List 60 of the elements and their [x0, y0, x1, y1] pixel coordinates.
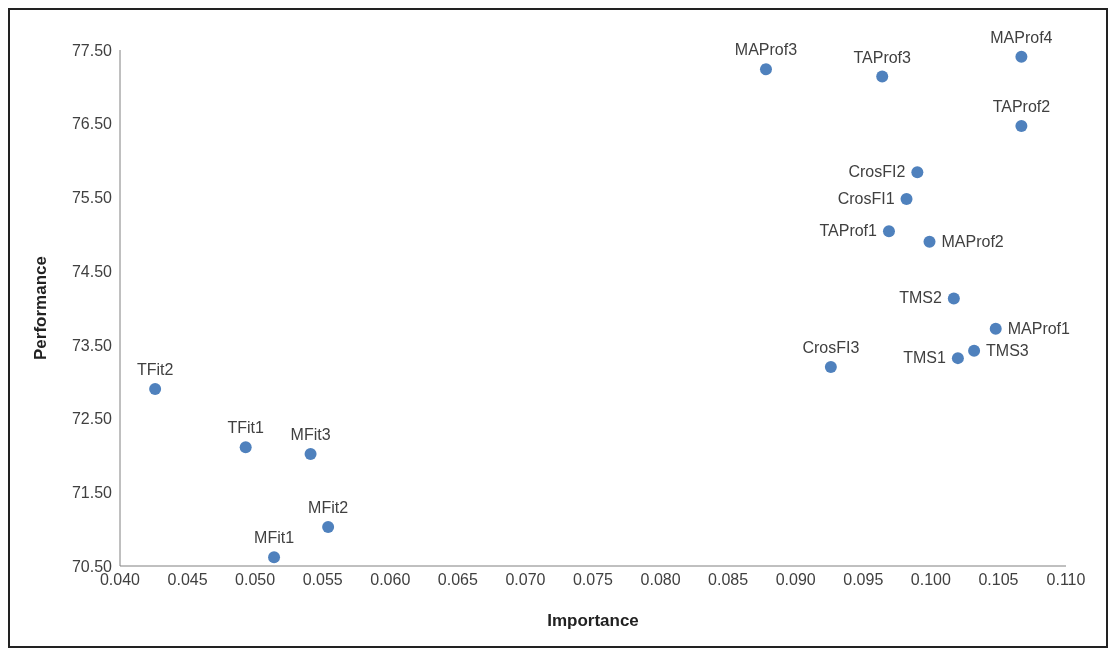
y-tick-label: 72.50 — [71, 410, 113, 428]
y-tick-label: 71.50 — [71, 483, 113, 501]
point — [268, 551, 281, 564]
point — [951, 352, 964, 365]
x-tick-label: 0.100 — [910, 571, 951, 589]
annotation: CrosFI2 — [848, 163, 906, 181]
x-tick-label: 0.065 — [437, 571, 478, 589]
x-tick-label: 0.050 — [235, 571, 276, 589]
point — [1015, 119, 1028, 132]
annotation: TMS3 — [986, 341, 1029, 359]
point — [947, 292, 960, 305]
annotation: TAProf2 — [992, 97, 1051, 115]
y-tick-label: 76.50 — [71, 115, 113, 133]
annotation: MAProf4 — [990, 28, 1053, 46]
y-tick-label: 73.50 — [71, 336, 113, 354]
annotation: TAProf1 — [819, 222, 878, 240]
point — [759, 63, 772, 76]
x-tick-label: 0.040 — [99, 571, 141, 589]
point — [989, 322, 1002, 335]
point — [923, 235, 936, 248]
point — [1015, 50, 1028, 63]
annotation: MAProf3 — [734, 41, 798, 59]
x-tick-label: 0.075 — [572, 571, 614, 589]
x-tick-label: 0.090 — [775, 571, 816, 589]
annotation: MFit2 — [308, 498, 349, 516]
annotation: MFit1 — [254, 529, 295, 547]
point — [882, 225, 895, 238]
x-tick-label: 0.045 — [167, 571, 208, 589]
x-tick-label: 0.095 — [843, 571, 884, 589]
annotation: MFit3 — [290, 425, 331, 443]
x-tick-label: 0.080 — [640, 571, 681, 589]
annotation: TFit2 — [136, 361, 174, 379]
point — [876, 70, 889, 83]
x-tick-label: 0.070 — [505, 571, 546, 589]
point — [900, 192, 913, 205]
annotation: TMS1 — [903, 349, 946, 367]
x-tick-label: 0.105 — [978, 571, 1019, 589]
point — [304, 447, 317, 460]
x-tick-label: 0.110 — [1046, 571, 1086, 589]
x-tick-label: 0.060 — [370, 571, 411, 589]
y-tick-label: 74.50 — [71, 262, 113, 280]
annotation: TMS2 — [899, 289, 942, 307]
annotation: CrosFI1 — [837, 189, 895, 207]
y-axis-title: Performance — [31, 256, 51, 360]
annotation: TAProf3 — [853, 48, 912, 66]
y-tick-label: 75.50 — [71, 189, 113, 207]
x-axis-title: Importance — [547, 611, 639, 630]
annotation: TFit1 — [227, 419, 264, 437]
annotation: CrosFI3 — [802, 338, 860, 356]
y-tick-label: 77.50 — [71, 41, 113, 59]
annotation: MAProf2 — [941, 232, 1004, 250]
point — [911, 166, 924, 179]
x-tick-label: 0.085 — [708, 571, 749, 589]
point — [824, 360, 837, 373]
x-tick-label: 0.055 — [302, 571, 343, 589]
point — [322, 520, 335, 533]
point — [149, 383, 162, 396]
point — [239, 441, 252, 454]
annotation: MAProf1 — [1007, 319, 1071, 337]
point — [968, 344, 981, 357]
